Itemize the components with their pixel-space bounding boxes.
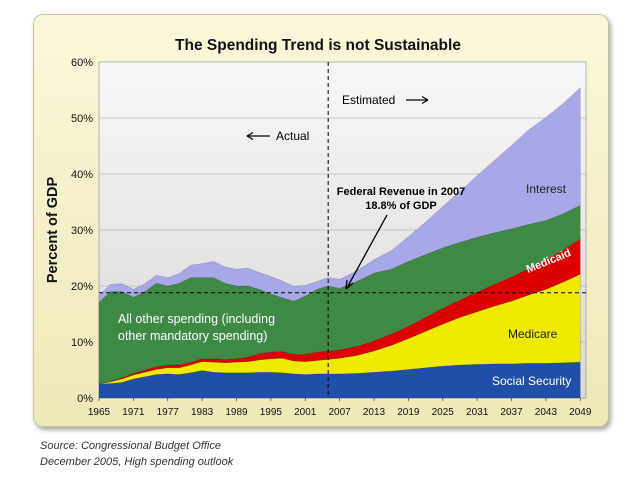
source-line-1: Source: Congressional Budget Office — [40, 440, 221, 452]
social-security-label: Social Security — [492, 374, 571, 388]
x-tick-label: 1971 — [122, 407, 145, 418]
x-tick-label: 2031 — [466, 407, 489, 418]
reference-lines — [99, 62, 586, 398]
x-tick-label: 2019 — [397, 407, 420, 418]
revenue-label-line-2: 18.8% of GDP — [365, 200, 437, 212]
medicare-label: Medicare — [508, 327, 558, 341]
interest-label: Interest — [526, 182, 567, 196]
estimated-label: Estimated — [342, 93, 395, 107]
x-tick-label: 2037 — [500, 407, 523, 418]
y-tick-label: 0% — [77, 393, 93, 405]
y-tick-label: 20% — [71, 281, 93, 293]
y-tick-label: 40% — [71, 169, 93, 181]
estimated-arrow-head — [421, 95, 429, 105]
x-tick-label: 1989 — [225, 407, 248, 418]
axes: 0% 10% 20% 30% 40% 50% 60% 1965 1971 1977 1983 1989… — [71, 57, 592, 418]
area-series — [98, 87, 581, 399]
revenue-pointer-arrow — [347, 214, 388, 287]
revenue-label-line-1: Federal Revenue in 2007 — [337, 186, 465, 198]
x-tick-label: 2043 — [535, 407, 558, 418]
x-tick-label: 2001 — [294, 407, 317, 418]
actual-label: Actual — [276, 129, 309, 143]
actual-arrow-head — [246, 131, 254, 141]
y-axis-label: Percent of GDP — [45, 176, 61, 283]
x-tick-label: 1965 — [88, 407, 111, 418]
chart-title: The Spending Trend is not Sustainable — [175, 37, 461, 54]
x-tick-label: 1995 — [260, 407, 283, 418]
y-tick-label: 10% — [71, 337, 93, 349]
revenue-pointer-arrow-head — [345, 279, 354, 290]
area-interest — [98, 87, 581, 303]
y-tick-label: 50% — [71, 113, 93, 125]
y-tick-label: 60% — [71, 57, 93, 69]
x-tick-label: 2025 — [432, 407, 455, 418]
area-medicaid — [98, 238, 581, 385]
x-tick-label: 2049 — [569, 407, 592, 418]
other-spending-label-line-2: other mandatory spending) — [118, 329, 267, 343]
source-line-2: December 2005, High spending outlook — [40, 456, 234, 468]
other-spending-label-line-1: All other spending (including — [118, 312, 275, 326]
x-tick-label: 1983 — [191, 407, 214, 418]
x-tick-label: 1977 — [157, 407, 180, 418]
x-tick-label: 2013 — [363, 407, 386, 418]
x-tick-label: 2007 — [329, 407, 352, 418]
y-tick-label: 30% — [71, 225, 93, 237]
